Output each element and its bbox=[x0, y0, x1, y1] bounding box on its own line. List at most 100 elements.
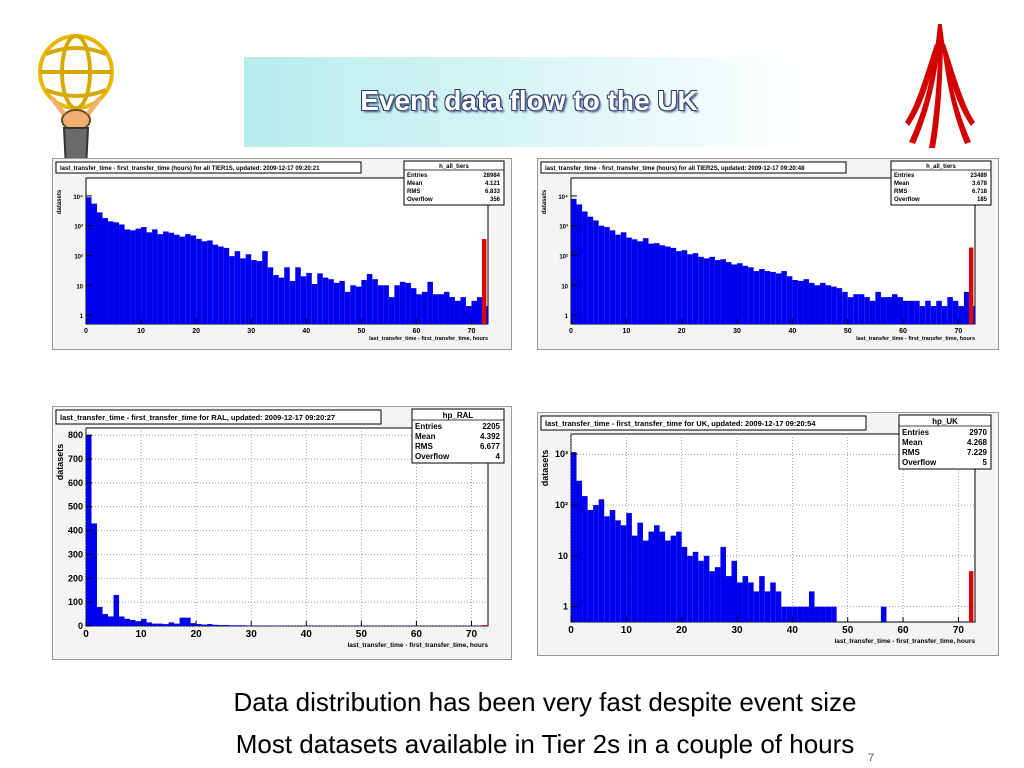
caption-line-2: Most datasets available in Tier 2s in a … bbox=[235, 729, 855, 759]
title-box bbox=[55, 161, 362, 174]
histogram-bar bbox=[207, 624, 213, 626]
x-tick-label: 30 bbox=[246, 629, 258, 640]
x-tick-label: 50 bbox=[356, 629, 368, 640]
overflow-bar bbox=[968, 247, 974, 324]
y-tick-label: 10 bbox=[561, 284, 568, 290]
histogram-bar bbox=[108, 221, 114, 324]
histogram-bar bbox=[803, 279, 809, 324]
histogram-bar bbox=[146, 232, 153, 324]
histogram-bar bbox=[703, 555, 710, 622]
stats-value: 6.718 bbox=[972, 189, 988, 195]
histogram-bar bbox=[731, 560, 738, 622]
histogram-ral: 0 10 20 30 40 50 60 700100200300400500600700800… bbox=[52, 406, 512, 660]
histogram-bar bbox=[119, 616, 125, 626]
y-tick-label: 10² bbox=[555, 500, 568, 510]
caption-line-1: Data distribution has been very fast des… bbox=[233, 687, 857, 717]
histogram-bar bbox=[593, 505, 599, 622]
histogram-bar bbox=[648, 243, 655, 324]
x-tick-label: 30 bbox=[733, 328, 741, 335]
histogram-bar bbox=[604, 227, 610, 324]
histogram-bar bbox=[836, 288, 843, 324]
x-tick-label: 70 bbox=[466, 629, 478, 640]
histogram-bar bbox=[781, 271, 787, 324]
stats-key: Mean bbox=[902, 438, 923, 447]
histogram-bar bbox=[152, 229, 158, 324]
stats-key: Mean bbox=[415, 432, 436, 441]
stats-box bbox=[411, 408, 505, 464]
stats-name: hp_UK bbox=[932, 417, 958, 426]
stats-box bbox=[403, 160, 505, 206]
histogram-bar bbox=[742, 265, 749, 324]
y-tick-label: 10 bbox=[558, 551, 568, 561]
stats-key: Overflow bbox=[407, 197, 433, 203]
histogram-bar bbox=[174, 623, 180, 626]
x-tick-label: 0 bbox=[568, 625, 574, 636]
histogram-bar bbox=[383, 285, 389, 324]
y-tick-label: 10² bbox=[74, 253, 83, 260]
histogram-bar bbox=[284, 267, 290, 324]
histogram-bar bbox=[185, 617, 191, 626]
histogram-bar bbox=[113, 594, 120, 626]
histogram-bar bbox=[471, 300, 477, 324]
histogram-bar bbox=[300, 276, 307, 324]
histogram-uk: 0 10 20 30 40 50 60 70 1 10 10² 10³ last_transfer_ti… bbox=[537, 412, 999, 656]
x-tick-label: 60 bbox=[899, 328, 907, 335]
histogram-bar bbox=[737, 582, 743, 622]
x-axis-label: last_transfer_time - first_transfer_time… bbox=[369, 336, 488, 342]
x-tick-label: 20 bbox=[676, 625, 688, 636]
histogram-bar bbox=[350, 285, 356, 324]
histogram-bar bbox=[289, 280, 296, 324]
histogram-bar bbox=[770, 271, 776, 324]
histogram-bar bbox=[714, 567, 721, 622]
title-banner: Event data flow to the UK bbox=[244, 57, 814, 147]
histogram-bar bbox=[141, 227, 147, 324]
histogram-bar bbox=[576, 480, 583, 622]
histogram-bar bbox=[853, 294, 859, 324]
histogram-bar bbox=[427, 281, 433, 324]
x-tick-label: 30 bbox=[731, 625, 743, 636]
y-tick-label: 10³ bbox=[74, 224, 83, 231]
histogram-bar bbox=[803, 606, 809, 622]
y-tick-label: 0 bbox=[78, 621, 83, 631]
histogram-bar bbox=[190, 623, 197, 626]
histogram-bar bbox=[124, 618, 131, 626]
histogram-bar bbox=[781, 606, 787, 622]
histogram-bar bbox=[665, 246, 671, 324]
histogram-bar bbox=[361, 280, 367, 324]
histogram-bar bbox=[792, 606, 798, 622]
histogram-bar bbox=[366, 273, 373, 324]
stats-value: 7.229 bbox=[967, 448, 988, 457]
histogram-bar bbox=[919, 306, 926, 324]
histogram-bar bbox=[135, 228, 142, 324]
stats-key: RMS bbox=[407, 189, 420, 195]
histogram-bar bbox=[108, 616, 114, 626]
histogram-bar bbox=[676, 531, 682, 622]
histogram-bar bbox=[196, 624, 202, 626]
histogram-bar bbox=[113, 222, 120, 324]
histogram-bar bbox=[659, 245, 666, 324]
histogram-bar bbox=[201, 624, 208, 626]
histogram-bar bbox=[725, 262, 732, 324]
stats-value: 4.392 bbox=[480, 432, 501, 441]
histogram-bar bbox=[102, 614, 109, 626]
histogram-bar bbox=[687, 555, 693, 622]
histogram-bar bbox=[825, 285, 832, 324]
stats-key: Entries bbox=[902, 428, 930, 437]
histogram-bar bbox=[141, 618, 147, 626]
stats-value: 356 bbox=[490, 197, 501, 203]
stats-value: 5 bbox=[983, 458, 988, 467]
histogram-bar bbox=[637, 522, 643, 622]
histogram-bar bbox=[97, 212, 103, 324]
histogram-bar bbox=[582, 211, 588, 324]
histogram-bar bbox=[454, 300, 461, 324]
x-tick-label: 40 bbox=[788, 328, 796, 335]
histogram-bar bbox=[687, 254, 693, 324]
histogram-bar bbox=[676, 251, 682, 324]
chart-title: last_transfer_time - first_transfer_time… bbox=[545, 419, 816, 428]
histogram-bar bbox=[642, 238, 649, 324]
histogram-bar bbox=[681, 546, 688, 622]
title-box bbox=[540, 161, 847, 174]
histogram-bar bbox=[720, 546, 726, 622]
histogram-bar bbox=[443, 291, 450, 324]
histogram-bar bbox=[163, 624, 169, 626]
